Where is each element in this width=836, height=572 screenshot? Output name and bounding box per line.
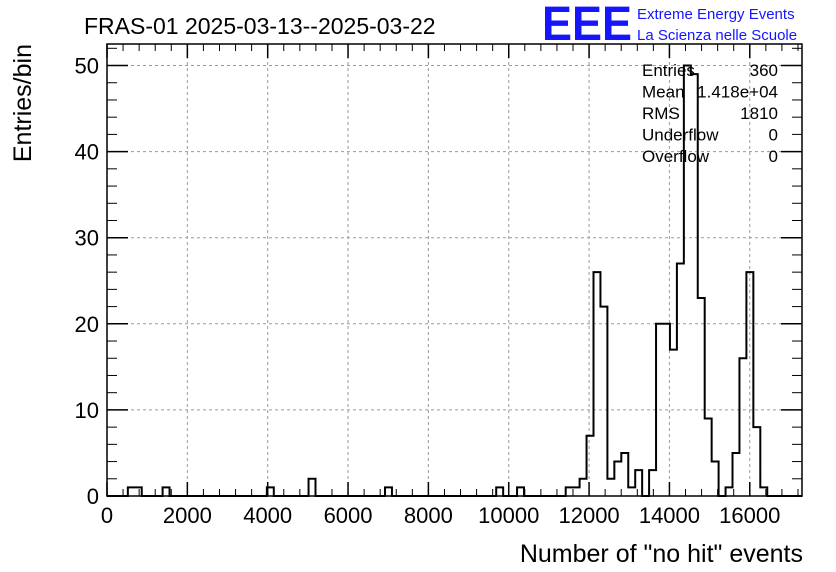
y-tick-label: 20 bbox=[75, 312, 99, 337]
grid bbox=[107, 44, 802, 496]
x-tick-label: 6000 bbox=[324, 503, 373, 528]
stats-label: Mean bbox=[642, 83, 685, 102]
y-axis-label: Entries/bin bbox=[9, 44, 37, 162]
y-tick-label: 40 bbox=[75, 140, 99, 165]
x-axis-label: Number of "no hit" events bbox=[520, 540, 803, 568]
x-tick-label: 16000 bbox=[719, 503, 780, 528]
stats-label: RMS bbox=[642, 104, 680, 123]
eee-logo-letters: EEE bbox=[542, 0, 632, 51]
y-tick-label: 50 bbox=[75, 54, 99, 79]
stats-value: 1.418e+04 bbox=[697, 83, 778, 102]
stats-value: 0 bbox=[769, 147, 778, 166]
stats-value: 360 bbox=[750, 61, 778, 80]
stats-value: 1810 bbox=[740, 104, 778, 123]
x-tick-label: 2000 bbox=[163, 503, 212, 528]
plot-frame bbox=[106, 43, 803, 497]
chart-title: FRAS-01 2025-03-13--2025-03-22 bbox=[84, 13, 436, 39]
logo-line-2: La Scienza nelle Scuole bbox=[637, 27, 797, 44]
y-tick-label: 30 bbox=[75, 226, 99, 251]
axis-ticks: 0 2000 4000 6000 8000 10000 12000 14000 16000010… bbox=[75, 44, 802, 528]
x-tick-label: 12000 bbox=[558, 503, 619, 528]
x-tick-label: 10000 bbox=[478, 503, 539, 528]
stats-label: Underflow bbox=[642, 126, 719, 145]
x-tick-label: 8000 bbox=[404, 503, 453, 528]
y-tick-label: 10 bbox=[75, 398, 99, 423]
x-tick-label: 14000 bbox=[639, 503, 700, 528]
y-tick-label: 0 bbox=[87, 484, 99, 509]
logo-line-1: Extreme Energy Events bbox=[637, 6, 795, 23]
x-tick-label: 0 bbox=[101, 503, 113, 528]
eee-logo: EEE Extreme Energy Events La Scienza nel… bbox=[542, 0, 797, 51]
stats-label: Overflow bbox=[642, 147, 710, 166]
stats-label: Entries bbox=[642, 61, 695, 80]
stats-value: 0 bbox=[769, 126, 778, 145]
stats-box: Entries 360 Mean 1.418e+04 RMS 1810 Underflow 0… bbox=[642, 61, 778, 166]
x-tick-label: 4000 bbox=[243, 503, 292, 528]
